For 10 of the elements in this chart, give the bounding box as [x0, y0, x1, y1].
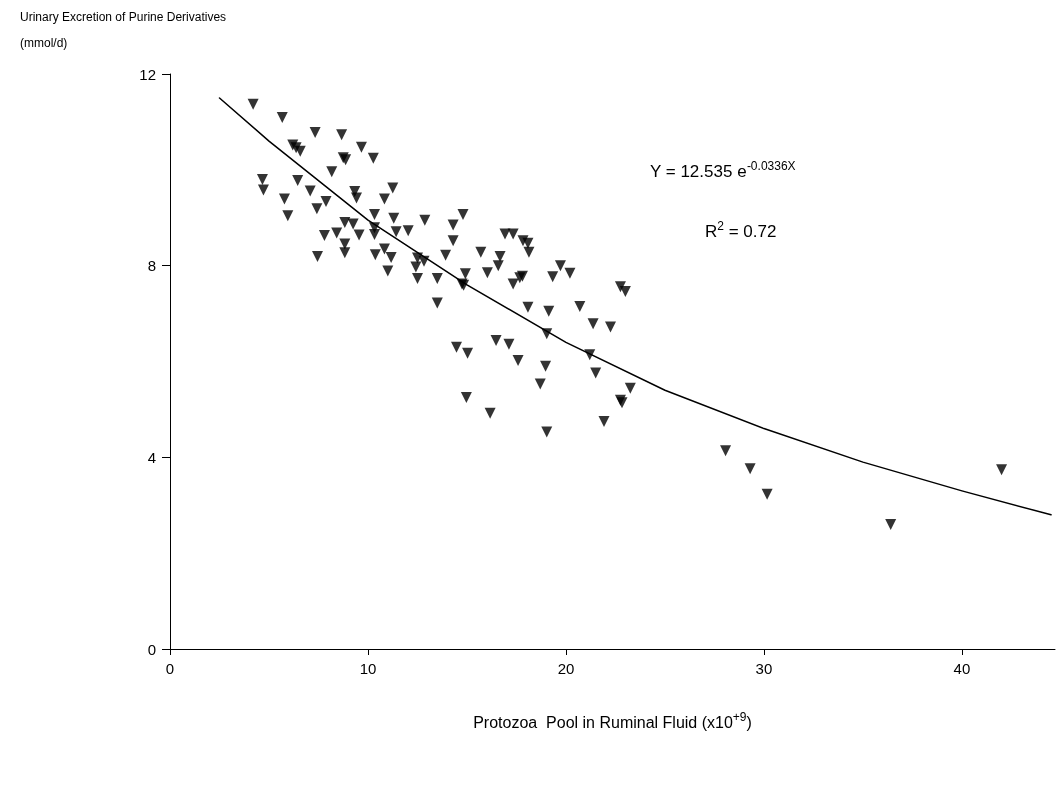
x-tick-label: 0	[165, 660, 175, 677]
x-tick-label: 30	[755, 660, 773, 677]
y-tick-label: 0	[147, 640, 156, 658]
y-tick-label: 12	[139, 65, 156, 83]
y-tick-label: 4	[147, 448, 156, 466]
y-axis-title: Urinary Excretion of Purine Derivatives (mmol/d)	[20, 10, 227, 50]
x-tick-label: 10	[359, 660, 377, 677]
x-tick-label: 20	[557, 660, 575, 677]
x-tick-label: 40	[953, 660, 971, 677]
y-tick-label: 8	[147, 257, 156, 275]
